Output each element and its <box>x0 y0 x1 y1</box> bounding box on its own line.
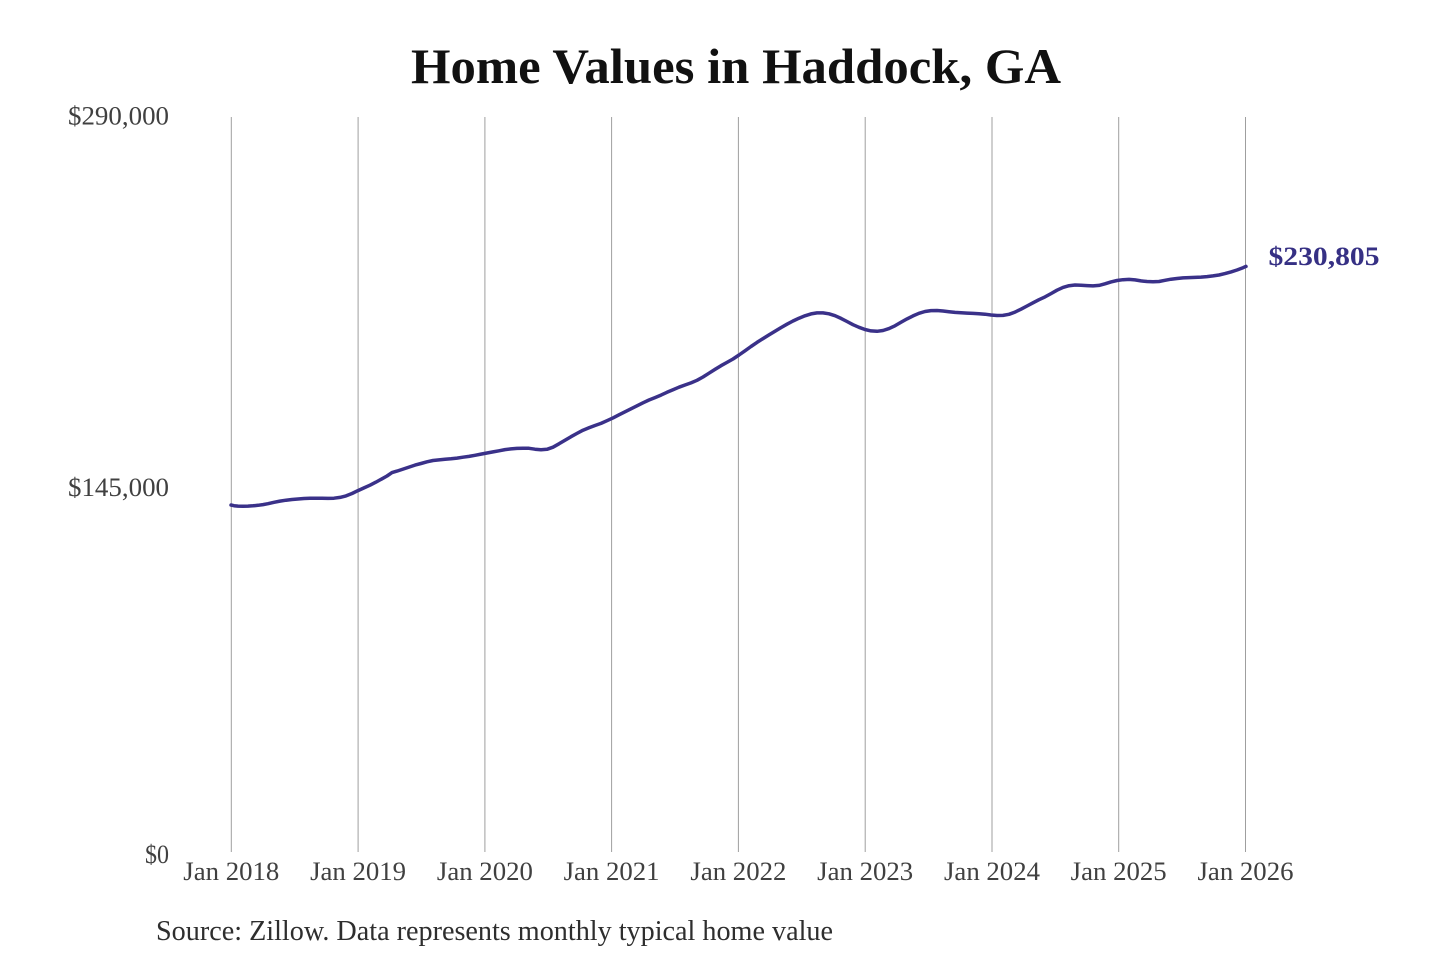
svg-text:$230,805: $230,805 <box>1269 242 1380 271</box>
svg-text:Jan 2022: Jan 2022 <box>690 857 786 886</box>
svg-text:Source: Zillow. Data represent: Source: Zillow. Data represents monthly … <box>156 915 833 947</box>
svg-text:$0: $0 <box>145 840 169 869</box>
svg-text:$145,000: $145,000 <box>68 473 169 502</box>
svg-text:Home Values in Haddock, GA: Home Values in Haddock, GA <box>411 38 1061 94</box>
svg-text:Jan 2026: Jan 2026 <box>1198 857 1294 886</box>
svg-text:Jan 2025: Jan 2025 <box>1071 857 1167 886</box>
svg-text:Jan 2018: Jan 2018 <box>183 857 279 886</box>
svg-text:$290,000: $290,000 <box>68 102 169 131</box>
svg-text:Jan 2023: Jan 2023 <box>817 857 913 886</box>
svg-text:Jan 2019: Jan 2019 <box>310 857 406 886</box>
svg-text:Jan 2021: Jan 2021 <box>564 857 660 886</box>
svg-text:Jan 2024: Jan 2024 <box>944 857 1040 886</box>
svg-text:Jan 2020: Jan 2020 <box>437 857 533 886</box>
